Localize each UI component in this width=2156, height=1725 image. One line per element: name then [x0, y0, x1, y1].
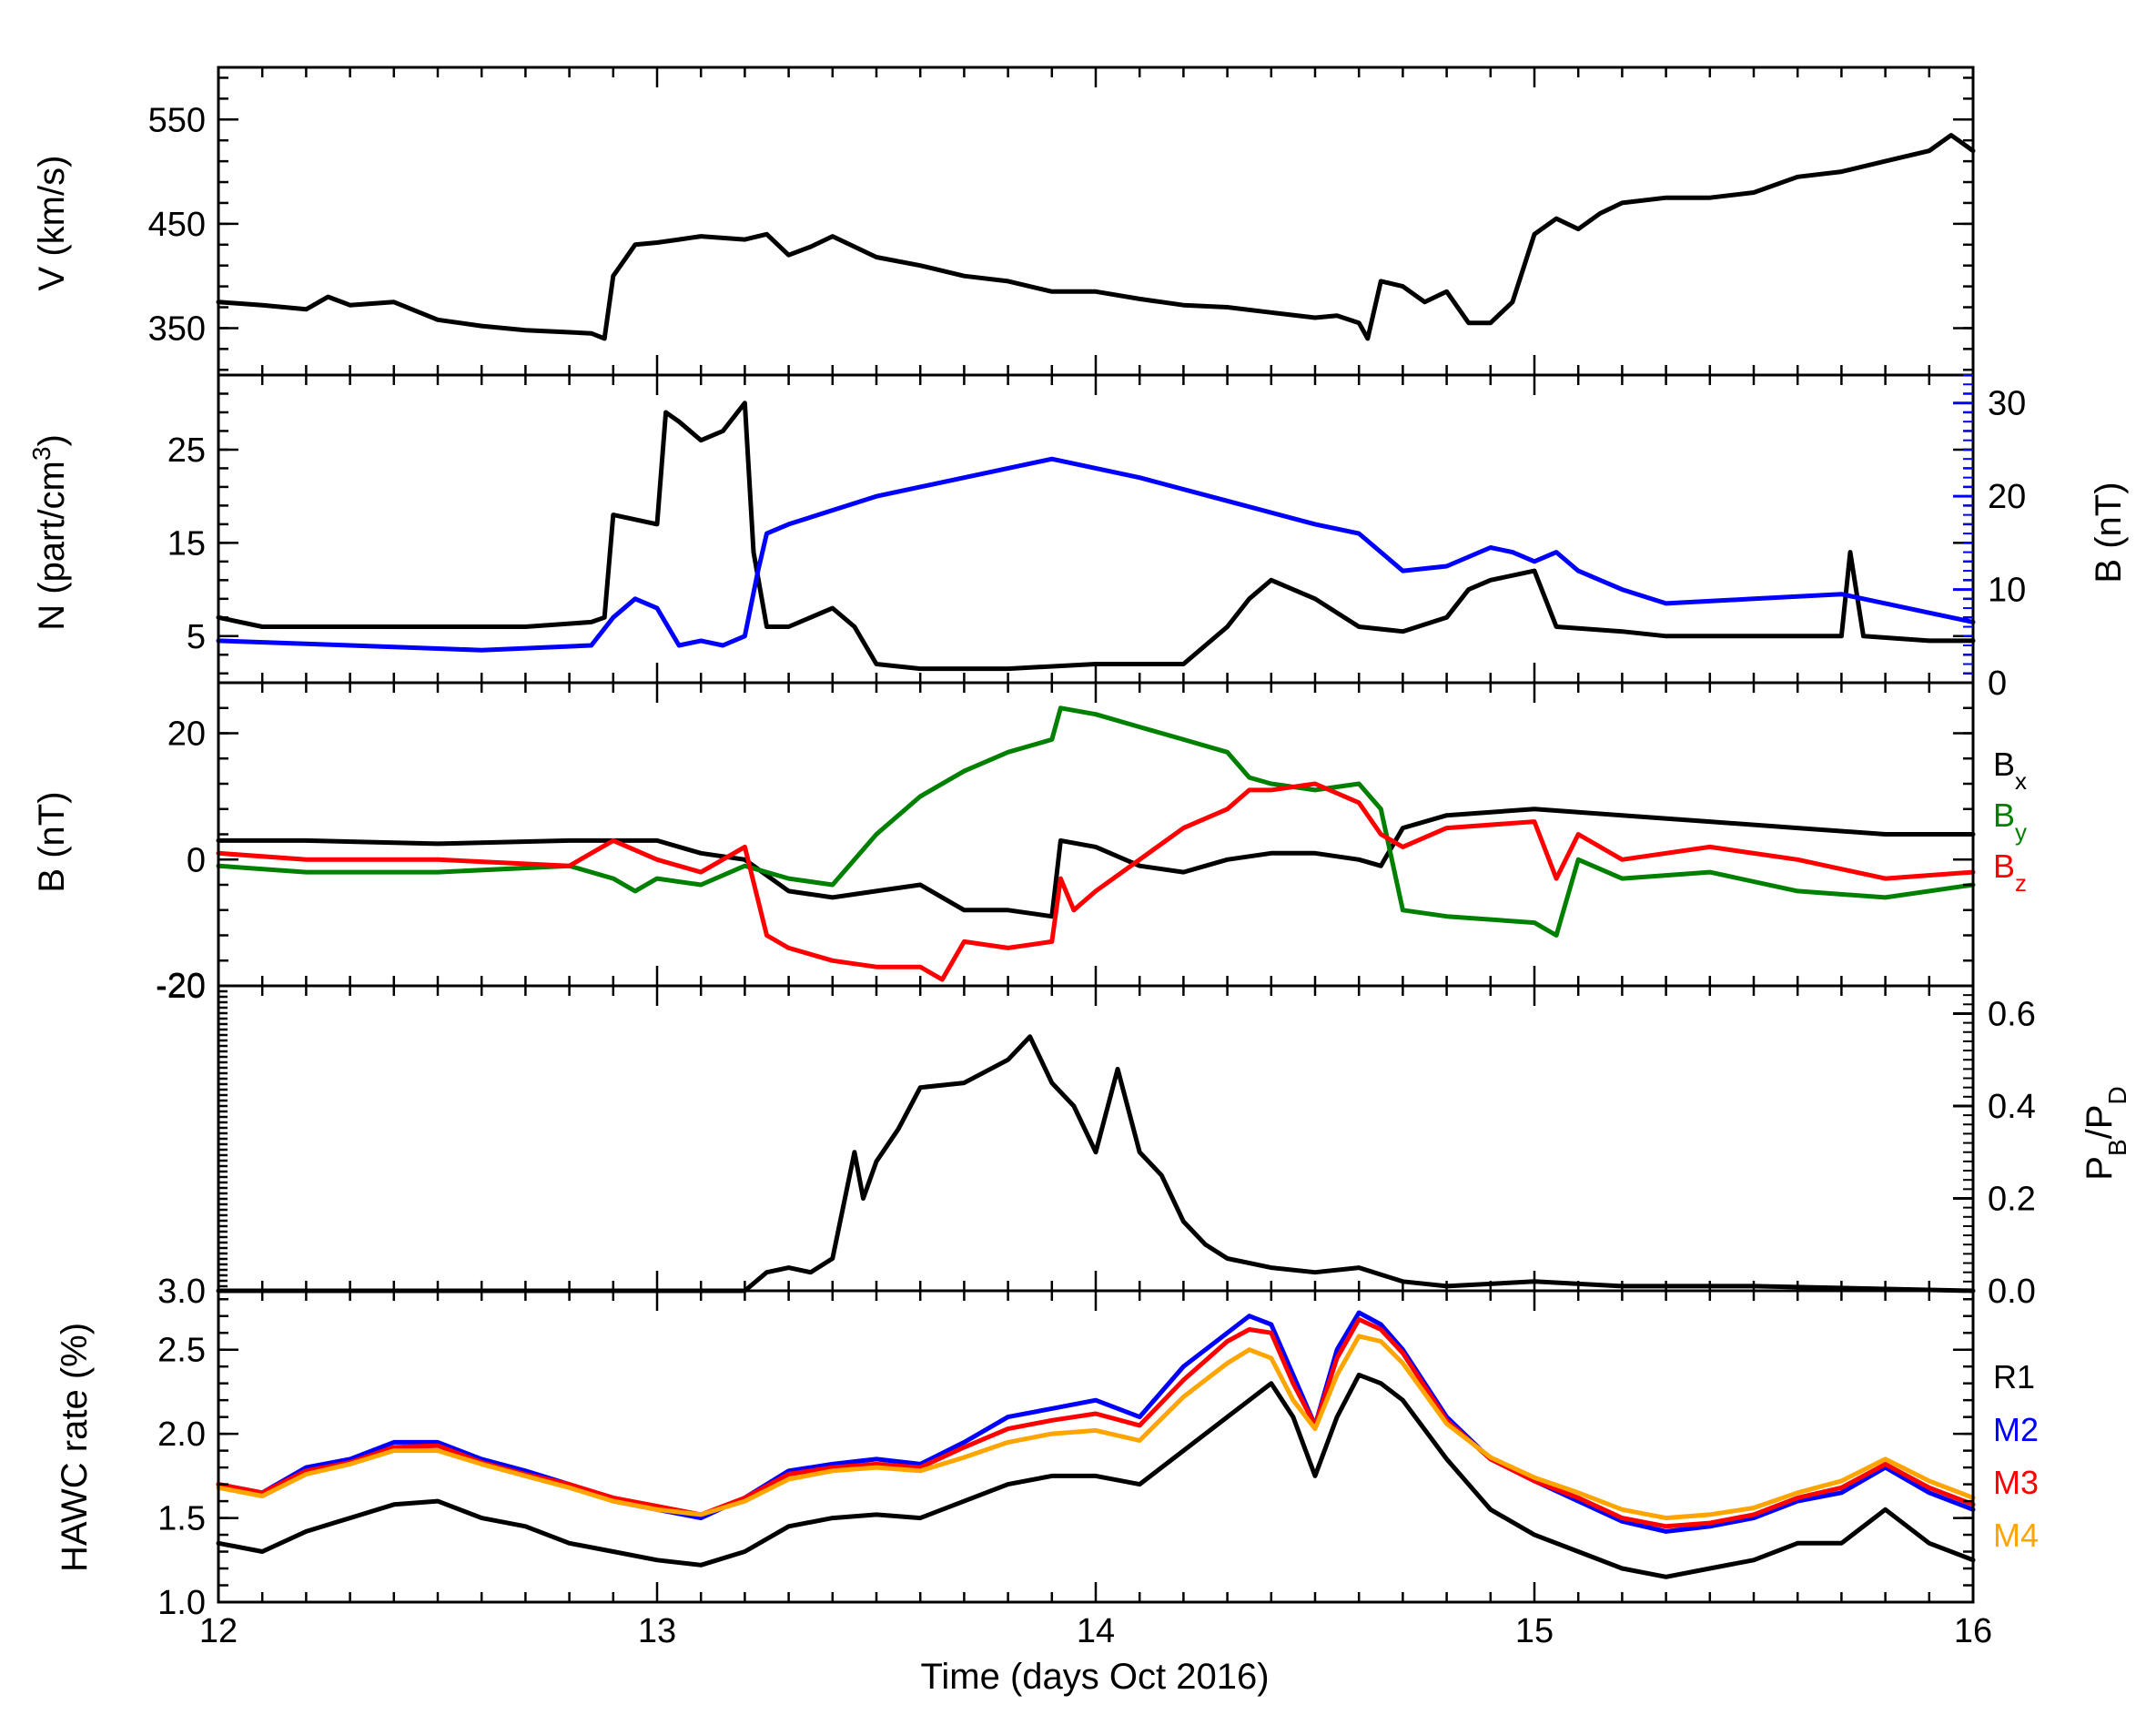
y-tick-label: -20 [156, 967, 206, 1005]
series-line-m3 [216, 1316, 1976, 1529]
series-line [216, 133, 1976, 341]
y2-tick-label: 30 [1988, 385, 2026, 423]
y-axis-label-density: N (part/cm3) [27, 434, 73, 631]
legend-bx: Bx [1993, 746, 2027, 795]
series-line-bz [216, 781, 1976, 982]
x-axis-label: Time (days Oct 2016) [920, 1657, 1269, 1697]
y2-tick-label: 10 [1988, 572, 2026, 610]
panel-field-components: -20 0 20 B (nT) Bx By Bz [32, 681, 2027, 1006]
y2-tick-label: 0.4 [1988, 1088, 2036, 1126]
y-tick-label: -20 [156, 968, 206, 1006]
panel-frame [217, 1289, 1975, 1604]
y2-tick-label: 20 [1988, 478, 2026, 516]
x-tick-label: 13 [638, 1612, 676, 1650]
y-tick-label: 350 [148, 309, 206, 348]
y2-tick-label: 0.6 [1988, 995, 2036, 1033]
series-line-bx [216, 807, 1976, 919]
legend-m2: M2 [1993, 1411, 2039, 1448]
legend-m3: M3 [1993, 1464, 2039, 1501]
series-line-r1 [216, 1372, 1976, 1579]
legend-bz: Bz [1993, 847, 2027, 897]
y-tick-label: 25 [167, 431, 206, 470]
density-label-sup: 3 [27, 447, 56, 462]
y-tick-label: 15 [167, 524, 206, 563]
legend-bz-sub: z [2015, 869, 2027, 897]
panel-solar-wind-speed: 350 450 550 V (km/s) [32, 66, 1976, 377]
density-label-main: N (part/cm [32, 461, 72, 631]
y2-axis-label-pressure-ratio: PB/PD [2080, 1086, 2131, 1180]
y-tick-label: 2.0 [157, 1416, 206, 1454]
ratio-sub-d: D [2103, 1086, 2131, 1104]
series-line-n [216, 401, 1976, 672]
panel-pressure-ratio: -20 3.0 0.0 0.2 0.4 0.6 PB/PD [156, 967, 2131, 1311]
y-tick-label: 550 [148, 101, 206, 139]
y-tick-label: 2.5 [157, 1332, 206, 1370]
y-tick-label: 0 [187, 841, 206, 879]
legend-by-sub: y [2015, 818, 2027, 846]
legend-bx-sub: x [2015, 767, 2027, 795]
ratio-sub-b: B [2103, 1139, 2131, 1156]
panel-hawc-rate: 1.0 1.5 2.0 2.5 HAWC rate (%) R1 M2 M3 M4 [55, 1289, 2039, 1622]
y2-axis-label-field: B (nT) [2089, 482, 2129, 583]
series-line [216, 1034, 1976, 1294]
panel-density-field: 5 15 25 0 10 20 30 N (part/cm3) B (nT) [27, 373, 2129, 703]
y2-tick-label: 0 [1988, 665, 2007, 703]
density-label-close: ) [32, 434, 72, 446]
ratio-slash: /P [2080, 1105, 2120, 1140]
y-tick-label: 1.5 [157, 1500, 206, 1538]
x-tick-label: 14 [1077, 1612, 1115, 1650]
y2-tick-label: 0.2 [1988, 1180, 2036, 1218]
y-axis-label-speed: V (km/s) [32, 156, 72, 291]
panel-frame [217, 681, 1975, 988]
series-line-m4 [216, 1334, 1976, 1521]
y-tick-label: 5 [187, 618, 206, 656]
y2-tick-label: 0.0 [1988, 1273, 2036, 1311]
x-tick-labels: 12 13 14 15 16 [199, 1612, 1992, 1650]
x-tick-label: 12 [199, 1612, 238, 1650]
legend-m4: M4 [1993, 1517, 2039, 1554]
series-line-by [216, 705, 1976, 938]
y-tick-label: 450 [148, 206, 206, 244]
y-tick-label: 1.0 [157, 1584, 206, 1622]
y-tick-label: 20 [167, 715, 206, 754]
x-tick-label: 16 [1954, 1612, 1992, 1650]
y-axis-label-hawc: HAWC rate (%) [55, 1323, 95, 1572]
panel-frame [217, 66, 1975, 377]
y-tick-label: 3.0 [157, 1273, 206, 1311]
x-tick-label: 15 [1515, 1612, 1554, 1650]
series-line-b [216, 456, 1976, 653]
legend-by: By [1993, 797, 2027, 846]
legend-r1: R1 [1993, 1358, 2035, 1395]
y-axis-label-field-components: B (nT) [32, 791, 72, 892]
panel-frame [217, 984, 1975, 1293]
series-line-m2 [216, 1310, 1976, 1534]
